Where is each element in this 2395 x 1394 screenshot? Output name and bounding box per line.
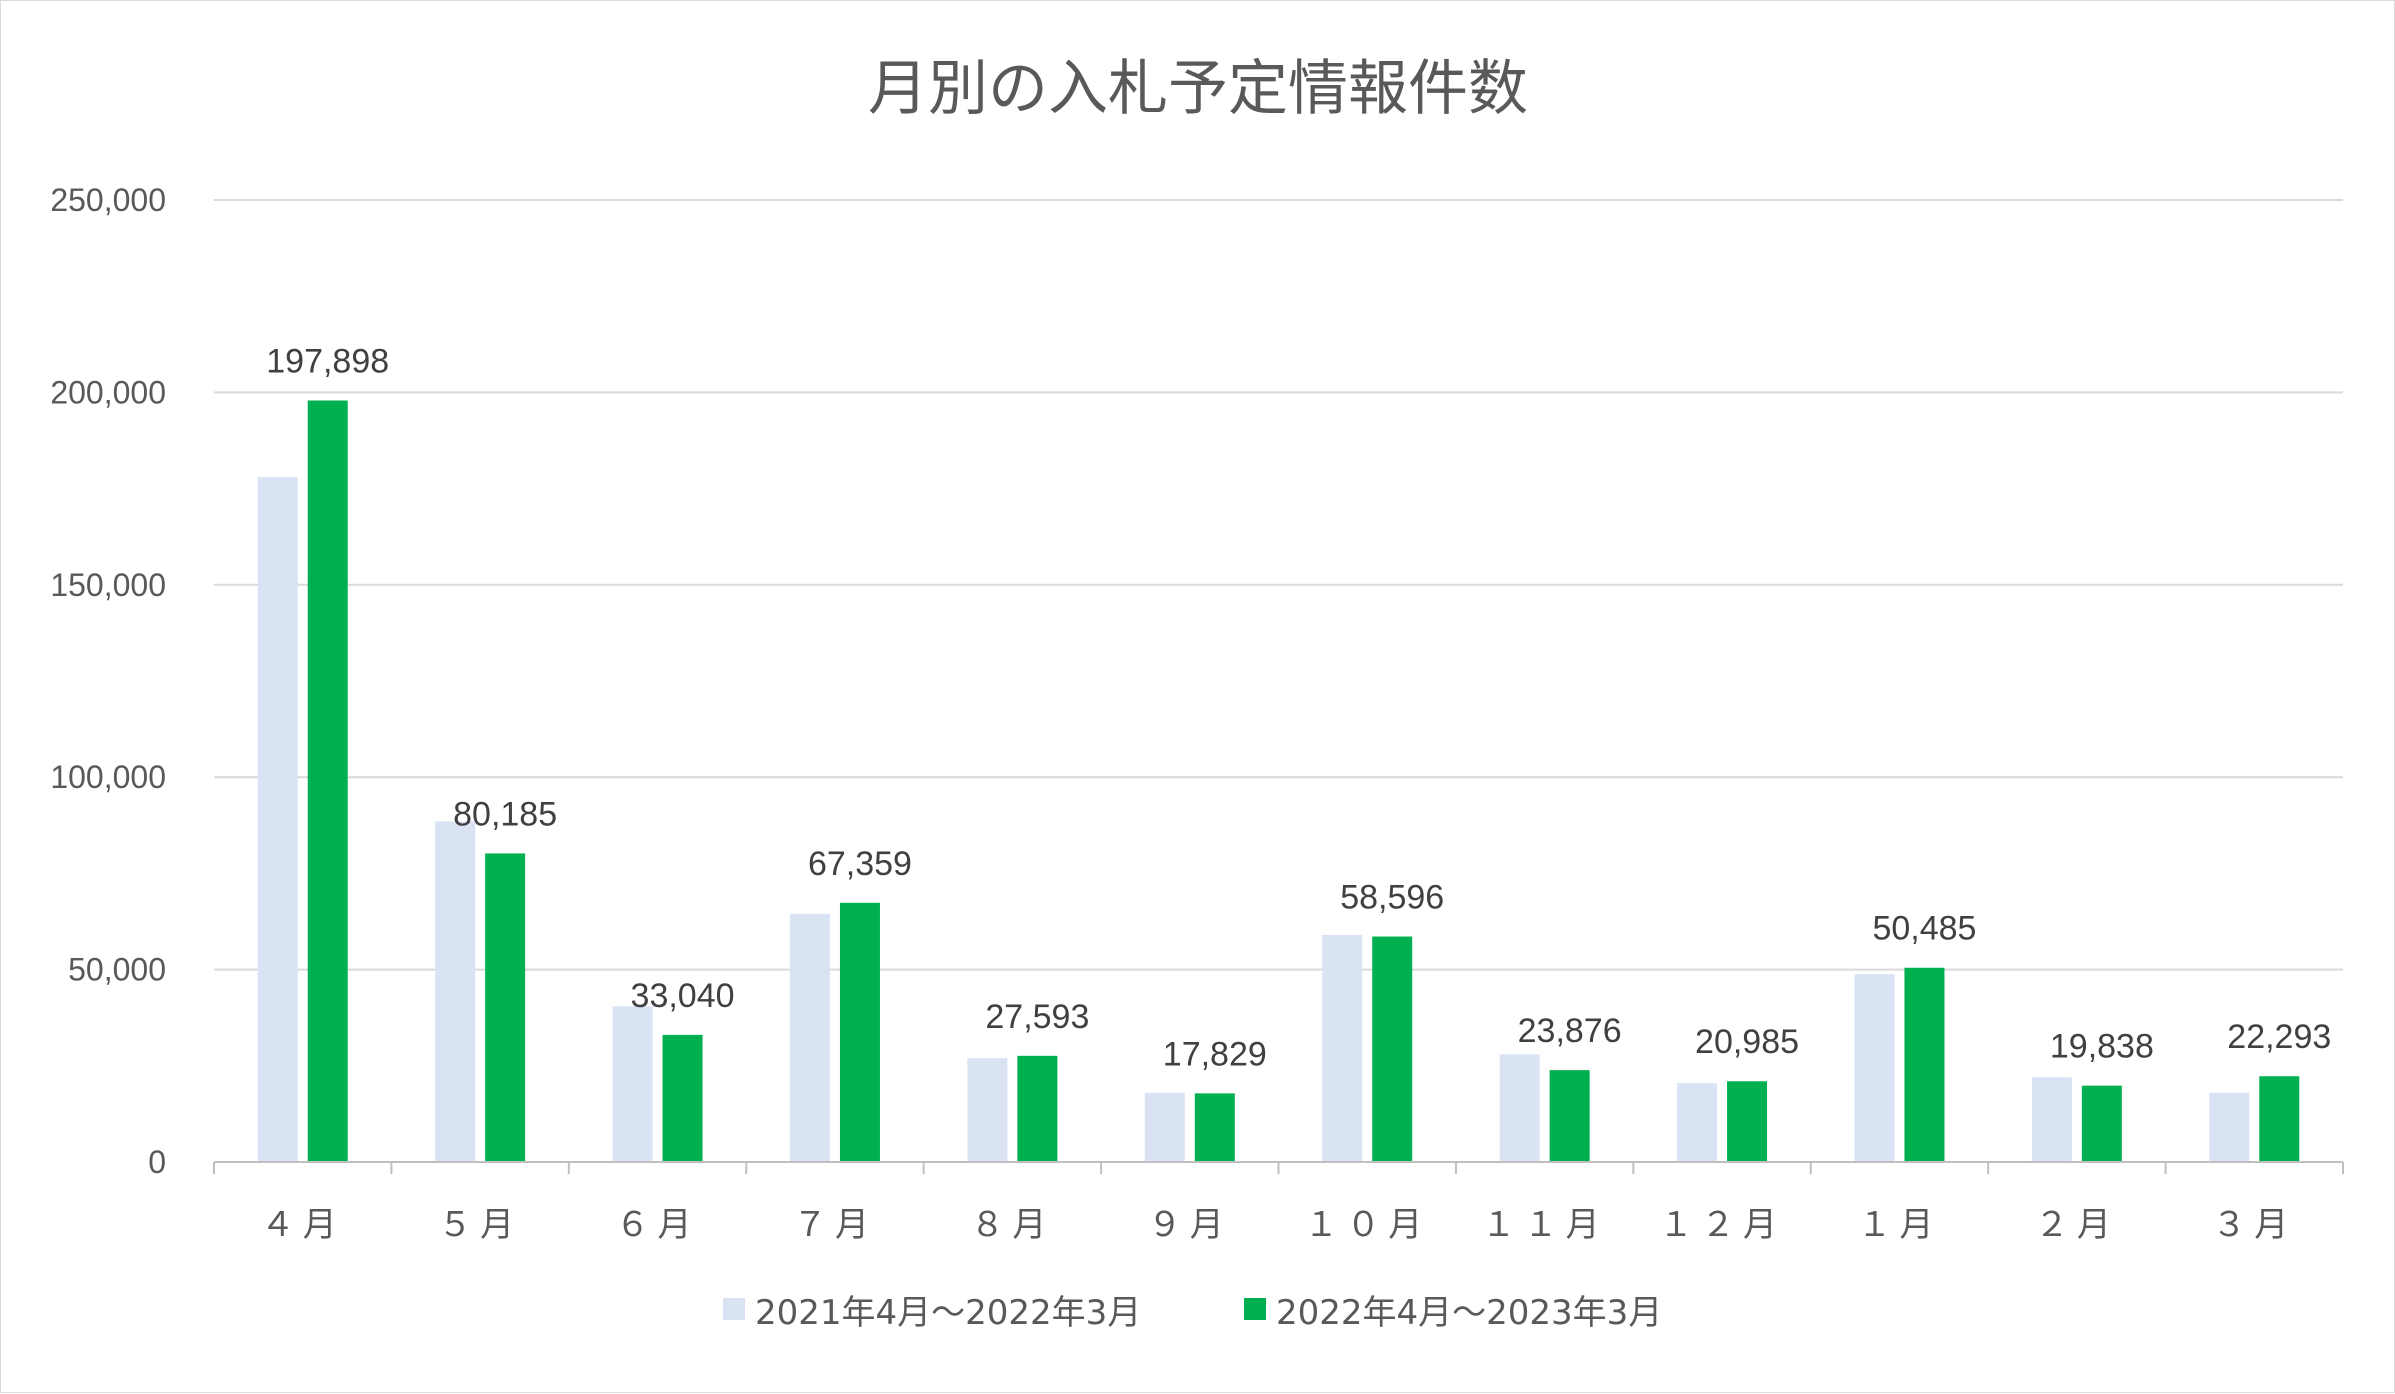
bar-series-2-3: [662, 1034, 703, 1162]
bar-series-2-10: [1904, 967, 1945, 1162]
bar-series-1-8: [1499, 1054, 1540, 1162]
chart-title: 月別の入札予定情報件数: [868, 54, 1528, 124]
legend-entry-label: 2022年4月～2023年3月: [1276, 1293, 1662, 1333]
x-category-label: １月: [1857, 1205, 1941, 1245]
data-label: 27,593: [985, 998, 1089, 1036]
data-label: 80,185: [453, 795, 557, 833]
x-category-label: １２月: [1659, 1205, 1785, 1245]
bar-series-1-2: [435, 821, 476, 1162]
bar-series-2-1: [307, 400, 348, 1162]
legend-entry-label: 2021年4月～2022年3月: [755, 1293, 1141, 1333]
data-label: 22,293: [2227, 1018, 2331, 1056]
data-label: 50,485: [1872, 910, 1976, 948]
bar-series-2-2: [485, 853, 526, 1162]
bar-series-2-4: [839, 902, 880, 1162]
y-tick-label: 50,000: [68, 952, 166, 988]
x-category-label: ６月: [616, 1205, 700, 1245]
x-axis-category-labels: ４月 ５月 ６月 ７月 ８月 ９月 １０月 １１月 １２月 １月 ２月 ３月: [261, 1205, 2296, 1245]
x-axis: [213, 1161, 2344, 1174]
bar-series-2-8: [1549, 1070, 1590, 1162]
legend-swatch: [723, 1298, 745, 1320]
bar-series-1-3: [612, 1006, 653, 1162]
bars: [257, 400, 2300, 1162]
bar-series-2-6: [1194, 1093, 1235, 1162]
y-tick-label: 200,000: [50, 374, 166, 410]
y-tick-label: 100,000: [50, 759, 166, 795]
x-category-label: ９月: [1148, 1205, 1232, 1245]
bar-series-2-7: [1372, 936, 1413, 1162]
x-category-label: １０月: [1304, 1205, 1430, 1245]
y-tick-label: 150,000: [50, 567, 166, 603]
data-label: 17,829: [1163, 1035, 1267, 1073]
bar-series-1-10: [1854, 974, 1895, 1162]
data-label: 33,040: [631, 977, 735, 1015]
data-label: 20,985: [1695, 1023, 1799, 1061]
data-labels: 197,898 80,185 33,040 67,359 27,593 17,829 58,…: [266, 342, 2331, 1073]
bar-series-2-11: [2081, 1085, 2122, 1162]
data-label: 19,838: [2050, 1028, 2154, 1066]
data-label: 67,359: [808, 845, 912, 883]
bar-series-1-9: [1677, 1083, 1718, 1162]
x-category-label: １１月: [1482, 1205, 1608, 1245]
x-category-label: ８月: [970, 1205, 1054, 1245]
y-tick-label: 250,000: [50, 182, 166, 218]
bar-series-1-11: [2031, 1077, 2072, 1162]
x-category-label: ７月: [793, 1205, 877, 1245]
gridlines: [214, 199, 2343, 971]
bar-series-2-5: [1017, 1055, 1058, 1162]
legend: 2021年4月～2022年3月 2022年4月～2023年3月: [723, 1293, 1662, 1333]
x-category-label: ５月: [438, 1205, 522, 1245]
bar-series-1-6: [1144, 1092, 1185, 1162]
x-category-label: ４月: [261, 1205, 345, 1245]
legend-swatch: [1244, 1298, 1266, 1320]
bar-series-2-9: [1727, 1081, 1768, 1162]
data-label: 23,876: [1518, 1012, 1622, 1050]
data-label: 58,596: [1340, 879, 1444, 917]
bar-series-1-1: [257, 477, 298, 1162]
x-category-label: ３月: [2212, 1205, 2296, 1245]
data-label: 197,898: [266, 342, 389, 380]
bar-series-1-12: [2209, 1092, 2250, 1162]
x-category-label: ２月: [2035, 1205, 2119, 1245]
bar-series-1-5: [967, 1058, 1008, 1162]
bar-series-1-4: [789, 913, 830, 1162]
bar-series-1-7: [1322, 934, 1363, 1162]
y-tick-label: 0: [148, 1144, 166, 1180]
y-axis-tick-labels: 0 50,000 100,000 150,000 200,000 250,000: [50, 182, 166, 1180]
bar-series-2-12: [2259, 1076, 2300, 1162]
